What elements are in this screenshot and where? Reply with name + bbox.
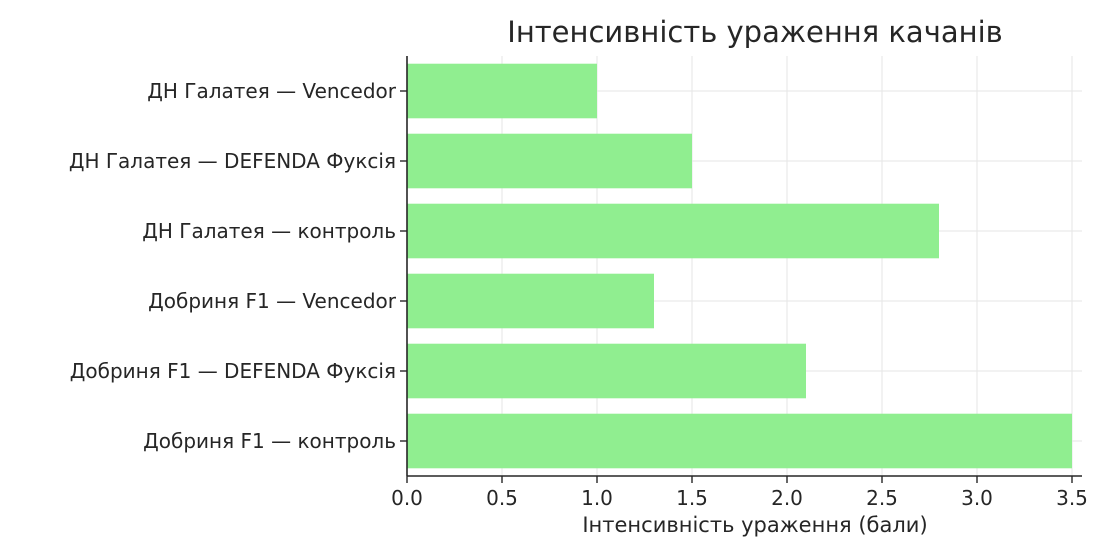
y-tick-label: Добриня F1 — Vencedor: [148, 289, 397, 313]
x-tick-label: 2.5: [866, 486, 898, 510]
labels-layer: 0.0 0.5 1.0 1.5 2.0 2.5 3.0 3.5 ДН Галатея — Ven…: [69, 79, 1088, 510]
bar: [407, 63, 597, 119]
bars-layer: [407, 63, 1072, 469]
y-tick-label: Добриня F1 — DEFENDA Фуксія: [70, 359, 396, 383]
y-tick-label: ДН Галатея — контроль: [142, 219, 396, 243]
grid-layer: [406, 56, 1082, 476]
x-axis-label: Інтенсивність ураження (бали): [582, 513, 927, 537]
chart-title: Інтенсивність ураження качанів: [507, 15, 1002, 49]
bar: [407, 273, 654, 329]
bar: [407, 133, 692, 189]
x-tick-label: 0.5: [486, 486, 518, 510]
y-tick-label: ДН Галатея — DEFENDA Фуксія: [69, 149, 396, 173]
x-tick-label: 2.0: [771, 486, 803, 510]
bar: [407, 343, 806, 399]
x-tick-label: 1.0: [581, 486, 613, 510]
y-tick-label: Добриня F1 — контроль: [143, 429, 396, 453]
x-tick-label: 1.5: [676, 486, 708, 510]
bar: [407, 203, 939, 259]
bar: [407, 413, 1072, 469]
x-tick-label: 0.0: [391, 486, 423, 510]
axes-layer: [400, 56, 1082, 483]
x-tick-label: 3.5: [1056, 486, 1088, 510]
x-tick-label: 3.0: [961, 486, 993, 510]
y-tick-label: ДН Галатея — Vencedor: [147, 79, 397, 103]
